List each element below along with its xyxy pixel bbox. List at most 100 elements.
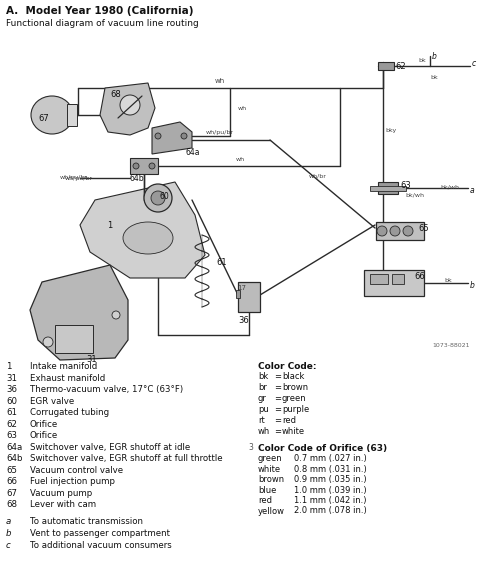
Text: bky: bky xyxy=(385,127,396,133)
Text: bk: bk xyxy=(430,75,438,80)
Text: wh: wh xyxy=(215,78,225,84)
Circle shape xyxy=(43,337,53,347)
Text: Vent to passenger compartment: Vent to passenger compartment xyxy=(30,529,170,538)
Text: Vacuum pump: Vacuum pump xyxy=(30,489,92,497)
Circle shape xyxy=(120,95,140,115)
Text: Corrugated tubing: Corrugated tubing xyxy=(30,408,109,417)
Text: EGR valve: EGR valve xyxy=(30,397,74,406)
Circle shape xyxy=(377,226,387,236)
Text: a: a xyxy=(470,186,474,195)
Bar xyxy=(364,270,424,296)
Text: yellow: yellow xyxy=(258,506,285,516)
Text: 2.0 mm (.078 in.): 2.0 mm (.078 in.) xyxy=(294,506,367,516)
Text: To additional vacuum consumers: To additional vacuum consumers xyxy=(30,541,172,550)
Text: wh/pu/br: wh/pu/br xyxy=(65,175,93,180)
Text: brown: brown xyxy=(282,383,308,392)
Text: 67: 67 xyxy=(6,489,17,497)
Ellipse shape xyxy=(31,96,73,134)
Text: 63: 63 xyxy=(400,181,411,190)
Text: Orifice: Orifice xyxy=(30,431,58,440)
Text: To automatic transmission: To automatic transmission xyxy=(30,517,143,526)
Text: rt: rt xyxy=(258,416,265,425)
Text: wh/br: wh/br xyxy=(309,173,327,178)
Text: c: c xyxy=(472,59,476,68)
Text: Vacuum control valve: Vacuum control valve xyxy=(30,465,123,475)
Text: black: black xyxy=(282,372,304,381)
Bar xyxy=(236,290,240,298)
Polygon shape xyxy=(30,265,128,360)
Circle shape xyxy=(133,163,139,169)
Text: Orifice: Orifice xyxy=(30,419,58,428)
Text: 36: 36 xyxy=(6,385,17,394)
Text: 17: 17 xyxy=(237,285,246,291)
Text: 0.9 mm (.035 in.): 0.9 mm (.035 in.) xyxy=(294,475,366,484)
Text: white: white xyxy=(258,464,281,473)
Text: =: = xyxy=(274,372,281,381)
Text: Thermo-vacuum valve, 17°C (63°F): Thermo-vacuum valve, 17°C (63°F) xyxy=(30,385,183,394)
Bar xyxy=(378,182,398,194)
Circle shape xyxy=(151,191,165,205)
Text: b: b xyxy=(432,52,437,61)
Text: 1: 1 xyxy=(108,221,112,229)
Text: 1: 1 xyxy=(6,362,12,371)
Text: 0.8 mm (.031 in.): 0.8 mm (.031 in.) xyxy=(294,464,367,473)
Text: bk/wh: bk/wh xyxy=(440,184,459,189)
Text: 1.0 mm (.039 in.): 1.0 mm (.039 in.) xyxy=(294,485,366,494)
Text: blue: blue xyxy=(258,485,276,494)
Circle shape xyxy=(403,226,413,236)
Text: red: red xyxy=(282,416,296,425)
Text: Lever with cam: Lever with cam xyxy=(30,500,96,509)
Circle shape xyxy=(181,133,187,139)
Text: 67: 67 xyxy=(38,113,50,122)
Text: 36: 36 xyxy=(238,316,250,325)
Circle shape xyxy=(149,163,155,169)
Text: 61: 61 xyxy=(6,408,17,417)
Text: 64a: 64a xyxy=(185,148,200,157)
Bar xyxy=(370,186,406,191)
Text: brown: brown xyxy=(258,475,284,484)
Polygon shape xyxy=(152,122,192,154)
Text: wh: wh xyxy=(238,105,247,110)
Text: red: red xyxy=(258,496,272,505)
Text: wh/pu/br: wh/pu/br xyxy=(206,130,234,135)
Polygon shape xyxy=(80,182,205,278)
Text: A.  Model Year 1980 (California): A. Model Year 1980 (California) xyxy=(6,6,194,16)
Text: 31: 31 xyxy=(86,355,98,364)
Bar xyxy=(392,274,404,284)
Bar xyxy=(55,325,93,353)
Text: Color Code of Orifice (63): Color Code of Orifice (63) xyxy=(258,444,387,453)
Text: 65: 65 xyxy=(418,224,428,233)
Text: gr: gr xyxy=(258,394,267,403)
Text: 66: 66 xyxy=(6,477,17,486)
Text: c: c xyxy=(6,541,11,550)
Text: =: = xyxy=(274,394,281,403)
Text: 65: 65 xyxy=(6,465,17,475)
Text: bk: bk xyxy=(444,278,452,283)
Text: 64a: 64a xyxy=(6,443,22,451)
Text: b: b xyxy=(470,281,475,290)
Text: wh: wh xyxy=(236,157,244,162)
Text: a: a xyxy=(6,517,11,526)
Text: bk: bk xyxy=(418,58,426,63)
Text: Exhaust manifold: Exhaust manifold xyxy=(30,373,105,382)
Bar xyxy=(238,282,260,312)
Bar xyxy=(67,104,77,126)
Text: 1073-88021: 1073-88021 xyxy=(432,343,470,348)
Text: Intake manifold: Intake manifold xyxy=(30,362,97,371)
Text: 62: 62 xyxy=(6,419,17,428)
Text: wh/pu/br: wh/pu/br xyxy=(60,175,88,180)
Text: =: = xyxy=(274,416,281,425)
Text: Functional diagram of vacuum line routing: Functional diagram of vacuum line routin… xyxy=(6,19,199,28)
Circle shape xyxy=(112,311,120,319)
Text: bk/wh: bk/wh xyxy=(405,192,424,197)
Text: pu: pu xyxy=(258,405,269,414)
Text: 61: 61 xyxy=(216,258,226,266)
Text: br: br xyxy=(258,383,267,392)
Text: b: b xyxy=(6,529,12,538)
Text: purple: purple xyxy=(282,405,309,414)
Text: 60: 60 xyxy=(160,192,170,200)
Circle shape xyxy=(155,133,161,139)
Bar xyxy=(378,62,394,70)
Text: =: = xyxy=(274,405,281,414)
Text: 64b: 64b xyxy=(6,454,22,463)
